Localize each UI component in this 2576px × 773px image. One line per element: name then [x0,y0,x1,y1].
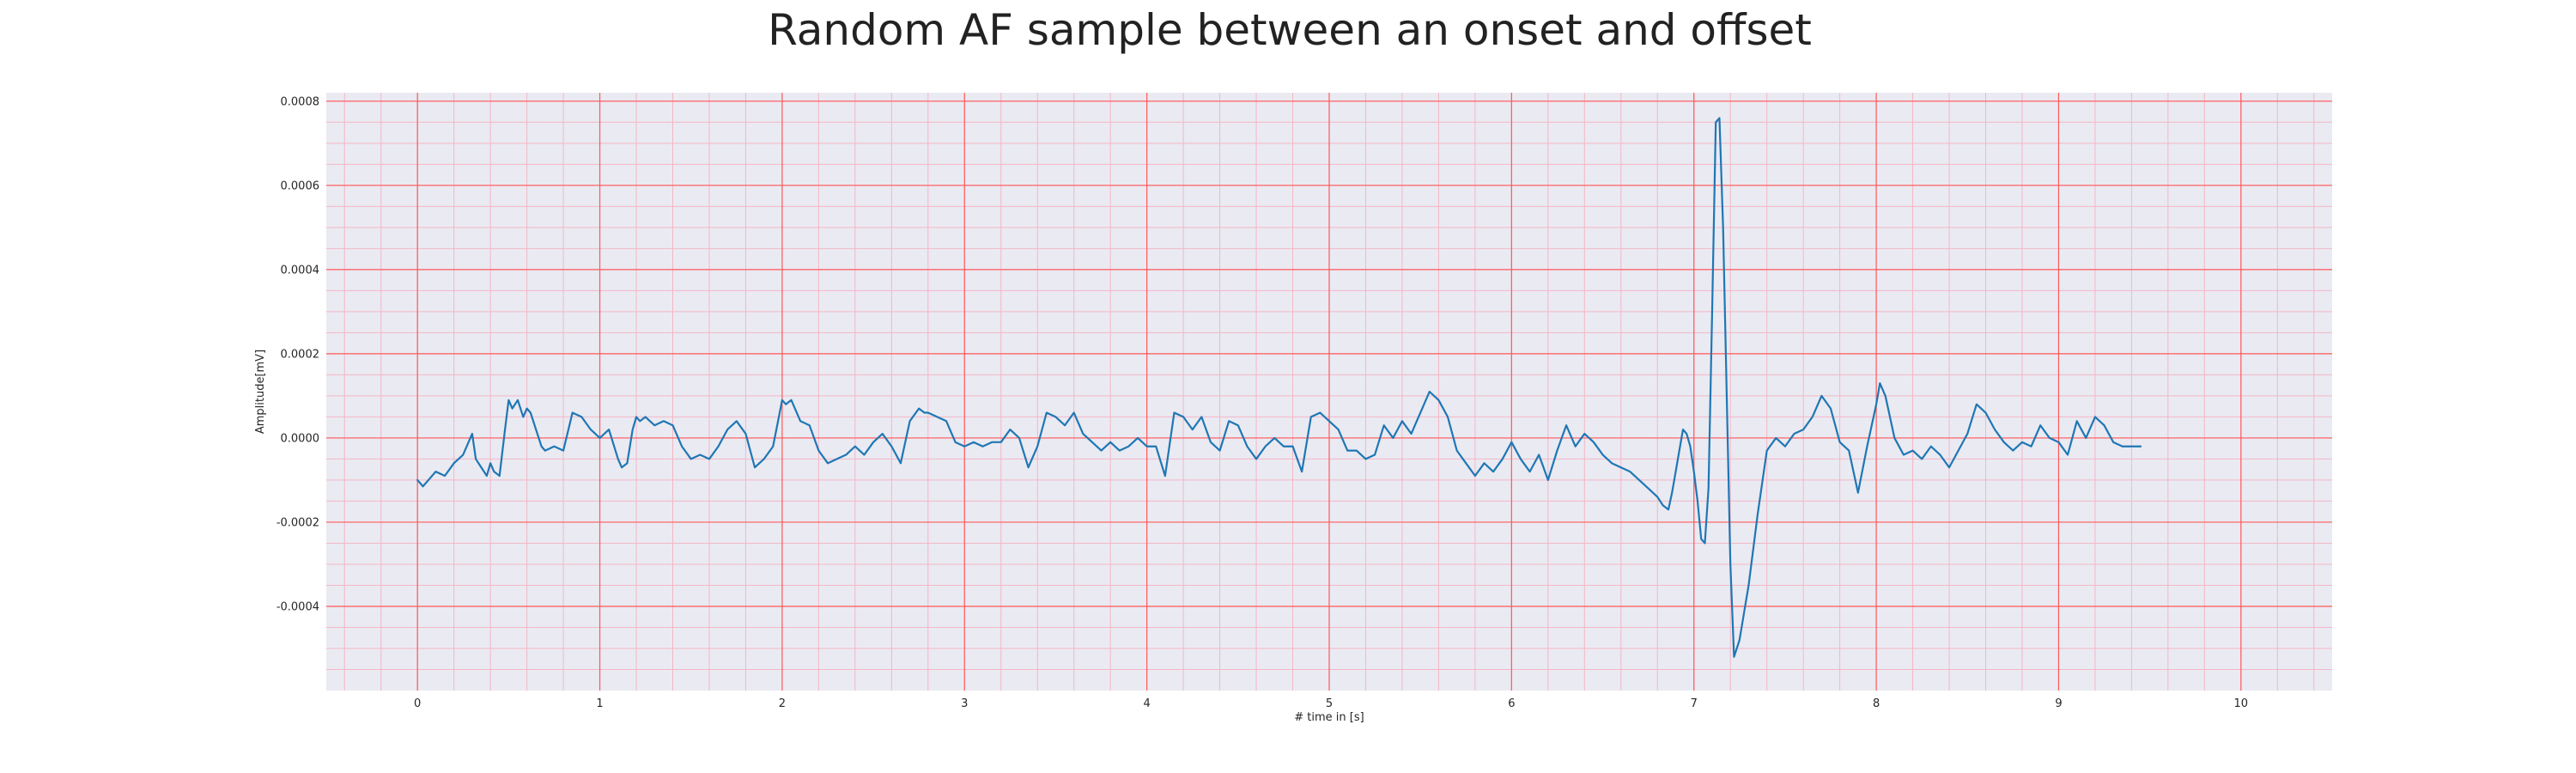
x-tick-label: 3 [961,697,968,710]
x-tick-label: 0 [414,697,421,710]
x-tick-label: 4 [1143,697,1150,710]
y-axis-ticks: -0.0004 -0.0002 0.0000 0.0002 0.0004 0.0006 0.… [276,95,319,613]
x-tick-label: 9 [2055,697,2062,710]
x-axis-label: # time in [s] [1294,711,1364,724]
major-grid [326,93,2332,691]
y-tick-label: 0.0000 [281,432,320,445]
y-tick-label: -0.0004 [276,600,319,613]
y-tick-label: 0.0006 [281,180,320,192]
chart-title: Random AF sample between an onset and of… [768,5,1812,55]
x-tick-label: 7 [1691,697,1698,710]
x-axis-ticks: 0 1 2 3 4 5 6 7 8 9 10 [414,697,2248,710]
y-axis-label: Amplitude[mV] [254,350,267,434]
ecg-line [416,117,2142,658]
x-tick-label: 2 [779,697,786,710]
x-tick-label: 5 [1326,697,1333,710]
x-tick-label: 1 [596,697,603,710]
y-tick-label: 0.0004 [281,264,320,277]
x-tick-label: 6 [1508,697,1515,710]
y-tick-label: -0.0002 [276,516,319,529]
y-tick-label: 0.0008 [281,95,320,108]
x-tick-label: 10 [2234,697,2249,710]
x-tick-label: 8 [1873,697,1880,710]
y-tick-label: 0.0002 [281,348,320,361]
